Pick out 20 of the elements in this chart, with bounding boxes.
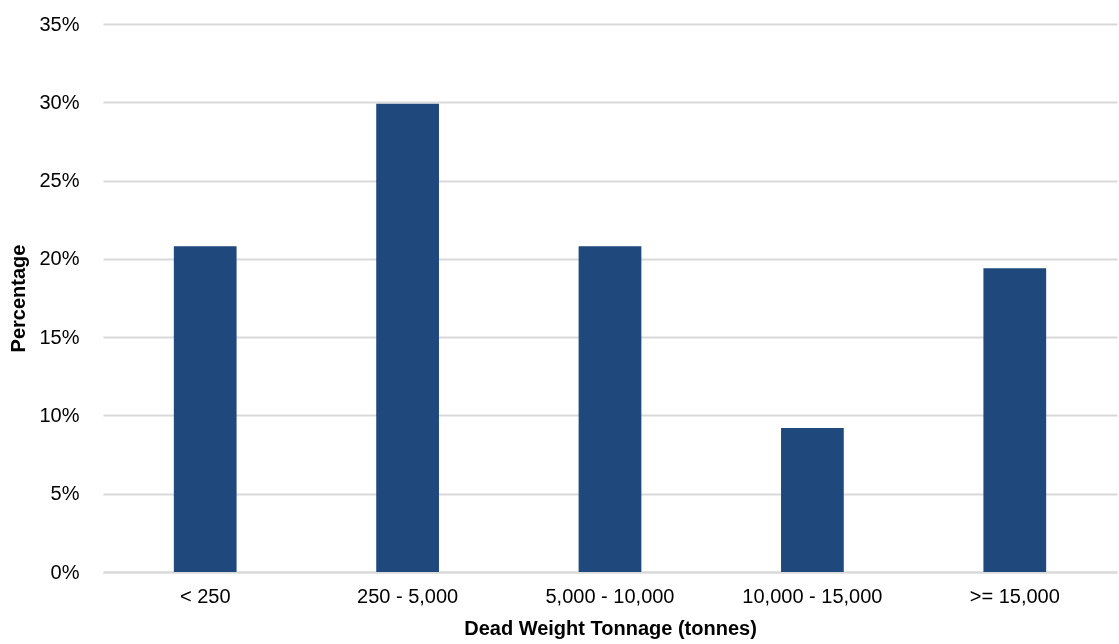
y-tick-label: 10% — [39, 403, 80, 426]
x-tick-label: 5,000 - 10,000 — [545, 584, 675, 607]
bar — [781, 427, 844, 572]
y-tick-label: 5% — [50, 482, 80, 505]
bar — [983, 268, 1047, 572]
x-tick-label: >= 15,000 — [969, 584, 1060, 607]
y-tick-label: 25% — [39, 169, 80, 192]
bar — [578, 246, 642, 572]
x-tick-label: 10,000 - 15,000 — [742, 584, 883, 607]
y-axis-title: Percentage — [7, 244, 30, 353]
x-axis-title: Dead Weight Tonnage (tonnes) — [464, 616, 757, 639]
y-tick-label: 0% — [50, 560, 80, 583]
x-tick-label: < 250 — [179, 584, 231, 607]
y-tick-label: 35% — [39, 12, 80, 35]
bar — [376, 103, 439, 572]
y-tick-label: 20% — [39, 247, 80, 270]
y-tick-label: 30% — [39, 90, 80, 113]
x-tick-label: 250 - 5,000 — [357, 584, 459, 607]
y-tick-label: 15% — [39, 325, 80, 348]
bar — [173, 246, 237, 572]
